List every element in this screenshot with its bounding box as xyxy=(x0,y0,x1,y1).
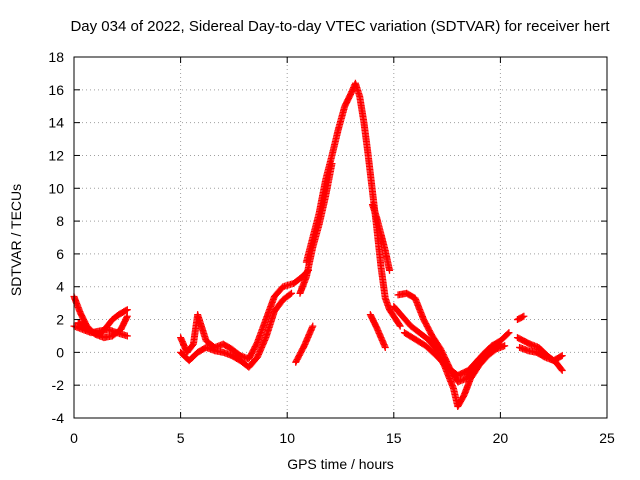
x-tick-label: 25 xyxy=(599,430,615,446)
y-tick-label: 12 xyxy=(48,147,64,163)
plot-frame xyxy=(73,56,608,419)
data-point xyxy=(395,321,403,329)
data-point xyxy=(309,322,317,330)
data-point xyxy=(123,306,131,314)
data-point xyxy=(122,306,130,314)
x-tick-label: 10 xyxy=(279,430,295,446)
data-point xyxy=(504,330,512,338)
series-seg-d xyxy=(177,266,313,363)
data-point xyxy=(287,289,295,297)
y-tick-label: -2 xyxy=(52,377,65,393)
series-seg-p xyxy=(513,312,528,324)
x-tick-label: 0 xyxy=(70,430,78,446)
x-tick-label: 5 xyxy=(177,430,185,446)
series-seg-k xyxy=(394,289,513,386)
data-point xyxy=(386,266,394,274)
y-tick-label: 10 xyxy=(48,180,64,196)
data-point xyxy=(328,160,336,168)
series-seg-g xyxy=(296,160,336,297)
y-tick-label: 0 xyxy=(56,344,64,360)
data-point xyxy=(520,312,528,320)
data-point xyxy=(505,329,513,337)
data-point xyxy=(519,313,527,321)
data-point xyxy=(381,343,389,351)
series-seg-i xyxy=(292,322,317,366)
y-tick-label: 8 xyxy=(56,213,64,229)
data-point xyxy=(501,342,509,350)
y-tick-label: 14 xyxy=(48,115,64,131)
x-axis-label: GPS time / hours xyxy=(287,456,394,472)
data-point xyxy=(495,341,503,349)
series-seg-l xyxy=(390,302,509,411)
series-seg-c xyxy=(74,312,131,342)
series-seg-j xyxy=(366,311,389,351)
series-seg-e xyxy=(177,289,295,371)
x-tick-label: 15 xyxy=(386,430,402,446)
data-point xyxy=(558,352,566,360)
x-tick-label: 20 xyxy=(493,430,509,446)
data-point xyxy=(496,340,504,348)
y-tick-label: -4 xyxy=(52,410,65,426)
series-seg-m xyxy=(400,329,504,379)
y-axis-label: SDTVAR / TECUs xyxy=(8,183,24,297)
y-tick-label: 16 xyxy=(48,82,64,98)
chart-title: Day 034 of 2022, Sidereal Day-to-day VTE… xyxy=(70,18,610,35)
data-point xyxy=(396,322,404,330)
data-point xyxy=(558,366,566,374)
y-tick-label: 18 xyxy=(48,49,64,65)
data-point xyxy=(123,312,131,320)
data-point xyxy=(286,290,294,298)
data-point xyxy=(557,352,565,360)
y-tick-label: 4 xyxy=(56,279,64,295)
y-tick-label: 2 xyxy=(56,312,64,328)
data-point xyxy=(123,332,131,340)
y-tick-label: 6 xyxy=(56,246,64,262)
series-seg-o xyxy=(516,343,566,365)
series-seg-f xyxy=(302,79,404,330)
series-seg-h xyxy=(368,201,394,274)
data-point xyxy=(557,365,565,373)
